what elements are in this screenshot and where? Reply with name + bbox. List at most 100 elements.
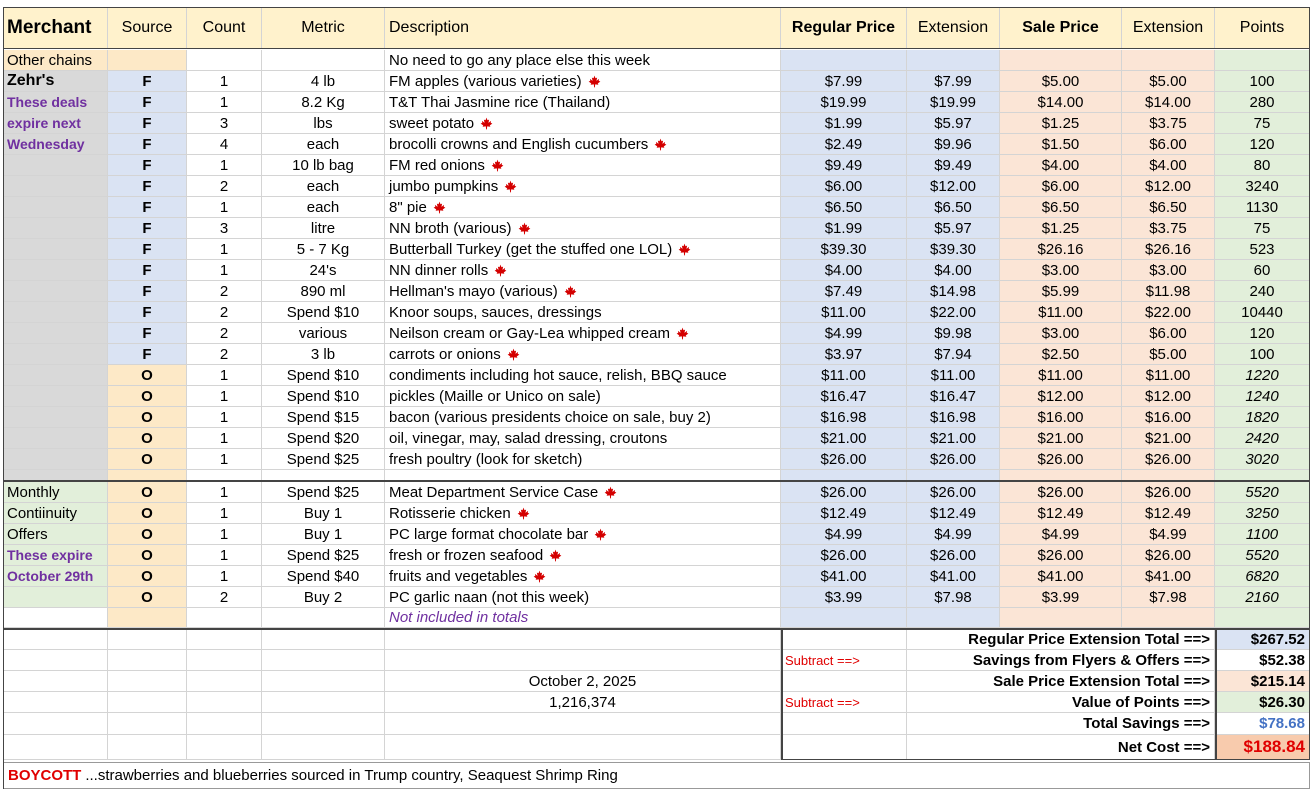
cell-text: $14.98	[930, 282, 976, 300]
cell: $3.00	[1000, 323, 1122, 344]
cell-text: Contiinuity	[7, 504, 78, 522]
cell-text: $39.30	[820, 240, 867, 258]
maple-leaf	[507, 348, 520, 360]
cell: Meat Department Service Case	[385, 482, 781, 503]
cell: Zehr's	[3, 71, 108, 92]
cell: F	[108, 281, 187, 302]
cell-text: 4 lb	[310, 72, 336, 90]
cell: pickles (Maille or Unico on sale)	[385, 386, 781, 407]
cell-text: $2.50	[1041, 345, 1080, 363]
maple-leaf	[604, 486, 617, 498]
cell-text: $16.47	[930, 387, 976, 405]
cell-text: $26.00	[1037, 483, 1084, 501]
cell-text: 1	[219, 504, 229, 522]
cell: 2160	[1215, 587, 1310, 608]
cell: Hellman's mayo (various)	[385, 281, 781, 302]
cell: fruits and vegetables	[385, 566, 781, 587]
cell-text: $7.49	[824, 282, 863, 300]
cell-text: $12.49	[930, 504, 976, 522]
column-header: Regular Price	[781, 8, 907, 49]
cell-text: F	[142, 93, 152, 111]
cell-text: lbs	[313, 114, 333, 132]
cell-text: Butterball Turkey (get the stuffed one L…	[389, 240, 673, 258]
cell	[187, 630, 262, 650]
cell-text: Rotisserie chicken	[389, 504, 511, 522]
cell: 120	[1215, 323, 1310, 344]
cell-text: O	[141, 567, 153, 585]
cell: 5 - 7 Kg	[262, 239, 385, 260]
cell-text: $26.00	[930, 483, 976, 501]
cell: fresh poultry (look for sketch)	[385, 449, 781, 470]
total-value: $52.38	[1215, 650, 1310, 671]
cell-text: 2	[219, 588, 229, 606]
cell-text: Subtract ==>	[785, 694, 860, 710]
cell-text: $12.00	[1037, 387, 1084, 405]
cell	[3, 587, 108, 608]
cell-text: Count	[202, 19, 246, 36]
cell: $9.96	[907, 134, 1000, 155]
cell: $19.99	[781, 92, 907, 113]
cell-text: 1	[219, 450, 229, 468]
cell-text: $7.94	[934, 345, 972, 363]
cell: F	[108, 239, 187, 260]
cell-text: $188.84	[1243, 737, 1305, 756]
cell-text: $215.14	[1250, 672, 1305, 690]
cell: $26.00	[1000, 449, 1122, 470]
column-header: Points	[1215, 8, 1310, 49]
cell-text: Other chains	[7, 51, 93, 69]
border	[3, 48, 1310, 49]
cell: $6.50	[907, 197, 1000, 218]
cell-text: 2160	[1245, 588, 1279, 606]
cell-text: 5 - 7 Kg	[296, 240, 350, 258]
cell: O	[108, 365, 187, 386]
cell	[108, 50, 187, 71]
cell-text: $19.99	[820, 93, 867, 111]
cell	[385, 735, 781, 760]
cell: PC garlic naan (not this week)	[385, 587, 781, 608]
cell: $16.00	[1122, 407, 1215, 428]
cell-text: PC large format chocolate bar	[389, 525, 589, 543]
cell: F	[108, 134, 187, 155]
cell: NN dinner rolls	[385, 260, 781, 281]
total-label: Value of Points ==>	[907, 692, 1215, 713]
cell: 280	[1215, 92, 1310, 113]
cell: Spend $25	[262, 482, 385, 503]
cell-text: $78.68	[1259, 715, 1305, 732]
cell: 1	[187, 386, 262, 407]
cell-text: Buy 1	[303, 504, 343, 522]
cell: 1	[187, 155, 262, 176]
maple-leaf	[518, 222, 530, 234]
cell: $26.16	[1000, 239, 1122, 260]
cell-text: 3020	[1245, 450, 1279, 468]
cell-text: $26.30	[1259, 693, 1305, 711]
cell-text: $5.00	[1149, 345, 1187, 363]
cell: 523	[1215, 239, 1310, 260]
cell: $1.25	[1000, 113, 1122, 134]
cell: Spend $25	[262, 545, 385, 566]
cell-text: $6.00	[1041, 177, 1080, 195]
cell-text: $9.96	[934, 135, 972, 153]
cell: These deals	[3, 92, 108, 113]
cell-text: $2.49	[824, 135, 863, 153]
cell: $3.99	[1000, 587, 1122, 608]
cell: Neilson cream or Gay-Lea whipped cream	[385, 323, 781, 344]
cell: $12.00	[907, 176, 1000, 197]
cell: F	[108, 71, 187, 92]
cell: 1100	[1215, 524, 1310, 545]
cell-text: 2	[219, 303, 229, 321]
cell-text: Sale Price Extension Total ==>	[993, 672, 1210, 690]
cell: $21.00	[1122, 428, 1215, 449]
cell-text: $21.00	[1037, 429, 1084, 447]
cell-text: F	[142, 345, 152, 363]
cell-text: each	[306, 135, 340, 153]
cell-text: $16.00	[1037, 408, 1084, 426]
total-label: Sale Price Extension Total ==>	[907, 671, 1215, 692]
cell: Spend $10	[262, 365, 385, 386]
cell: $14.00	[1122, 92, 1215, 113]
cell-text: $3.00	[1149, 261, 1187, 279]
cell-text: Not included in totals	[389, 609, 529, 626]
cell-text: $41.00	[1037, 567, 1084, 585]
total-note: Subtract ==>	[781, 692, 907, 713]
cell	[1000, 608, 1122, 628]
cell-text: $11.00	[1145, 366, 1191, 384]
